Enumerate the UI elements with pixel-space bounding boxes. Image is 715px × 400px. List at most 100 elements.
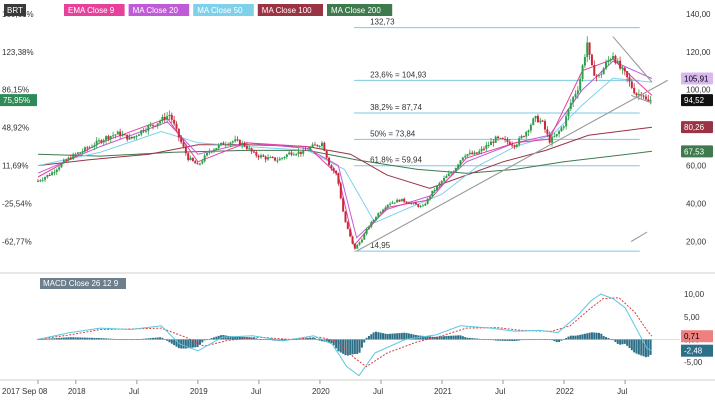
macd-value-tag: [681, 330, 713, 343]
legend-label: MA Close 20: [133, 6, 179, 15]
candle-body: [553, 136, 556, 138]
macd-histogram-bar: [191, 339, 194, 348]
macd-histogram-bar: [234, 336, 237, 340]
macd-histogram-bar: [583, 333, 586, 340]
trendline[interactable]: [630, 94, 653, 104]
candle-body: [581, 65, 584, 80]
candle-body: [447, 173, 450, 177]
candle-body: [466, 154, 469, 157]
candle-body: [353, 243, 356, 249]
trendline[interactable]: [612, 36, 653, 83]
candle-body: [642, 95, 645, 97]
fib-label: 38,2% = 87,74: [370, 103, 422, 112]
candle-body: [222, 142, 225, 145]
trendline[interactable]: [630, 231, 648, 243]
candle-body: [417, 204, 420, 207]
macd-histogram-bar: [421, 335, 424, 340]
candle-body: [349, 228, 352, 237]
macd-histogram-bar: [170, 339, 173, 344]
macd-histogram-bar: [475, 338, 478, 340]
macd-histogram-bar: [518, 339, 521, 341]
macd-histogram-bar: [76, 337, 79, 340]
candle-body: [290, 152, 293, 155]
legend-chip[interactable]: [128, 4, 190, 16]
macd-histogram-bar: [83, 337, 86, 340]
macd-title-chip[interactable]: [40, 278, 126, 289]
macd-histogram-bar: [576, 335, 579, 340]
macd-histogram-bar: [628, 339, 631, 348]
macd-histogram-bar: [400, 332, 403, 340]
candle-body: [464, 156, 467, 158]
macd-histogram-bar: [201, 339, 204, 343]
candle-body: [274, 157, 277, 161]
macd-histogram-bar: [647, 339, 650, 357]
candle-body: [560, 127, 563, 132]
candle-body: [365, 229, 368, 234]
macd-value-tag: [681, 344, 713, 357]
macd-histogram-bar: [67, 337, 70, 340]
macd-histogram-bar: [295, 339, 298, 340]
candle-body: [586, 42, 589, 58]
candle-body: [93, 145, 96, 147]
candle-body: [295, 154, 298, 156]
macd-histogram-bar: [612, 339, 615, 341]
macd-histogram-bar: [562, 339, 565, 340]
candle-body: [227, 144, 230, 146]
fib-label: 132,73: [370, 18, 395, 27]
x-tick-label: 2019: [190, 387, 208, 396]
candle-body: [630, 81, 633, 88]
candle-body: [644, 96, 647, 100]
candle-body: [626, 71, 629, 78]
macd-histogram-bar: [393, 333, 396, 340]
candle-body: [271, 157, 274, 159]
candle-body: [201, 161, 204, 164]
macd-title: MACD Close 26 12 9: [43, 279, 119, 288]
candle-body: [548, 134, 551, 143]
macd-histogram-bar: [269, 339, 272, 341]
legend-chip[interactable]: [327, 4, 393, 16]
candle-body: [637, 94, 640, 96]
x-tick-label: 2018: [68, 387, 86, 396]
macd-histogram-bar: [379, 332, 382, 340]
candle-body: [459, 160, 462, 165]
candle-body: [482, 148, 485, 150]
candle-body: [382, 209, 385, 212]
macd-histogram-bar: [579, 334, 582, 340]
candle-body: [452, 171, 455, 173]
macd-histogram-bar: [257, 339, 260, 340]
candle-body: [321, 142, 324, 147]
macd-histogram-bar: [316, 339, 319, 341]
macd-histogram-bar: [152, 337, 155, 340]
macd-histogram-bar: [46, 338, 49, 340]
macd-histogram-bar: [551, 339, 554, 341]
legend-chip[interactable]: [257, 4, 323, 16]
candle-body: [555, 133, 558, 137]
fibonacci-levels: 132,73 23,6% = 104,93 38,2% = 87,74 50% = 7…: [354, 18, 640, 252]
candle-body: [229, 142, 232, 145]
indicator-legend[interactable]: BRT EMA Close 9 MA Close 20 MA Close 50 MA C…: [4, 4, 393, 16]
macd-histogram-bar: [328, 339, 331, 343]
gridlines: [0, 272, 715, 381]
candle-body: [107, 136, 110, 139]
candle-body: [175, 123, 178, 129]
macd-histogram-bar: [480, 338, 483, 340]
candle-body: [112, 135, 115, 137]
candle-body: [478, 151, 481, 154]
macd-histogram-bar: [79, 337, 82, 340]
candle-body: [283, 157, 286, 159]
legend-chip[interactable]: [64, 4, 125, 16]
trendline[interactable]: [356, 79, 669, 252]
macd-histogram-bar: [534, 339, 537, 340]
candle-body: [513, 145, 516, 147]
candle-body: [497, 136, 500, 139]
macd-histogram-bar: [187, 339, 190, 349]
macd-histogram-bar: [271, 339, 274, 341]
macd-histogram-bar: [109, 338, 112, 340]
candle-body: [424, 203, 427, 206]
candle-body: [39, 180, 42, 182]
candle-body: [562, 126, 565, 128]
symbol-chip[interactable]: [4, 4, 26, 16]
legend-chip[interactable]: [193, 4, 254, 16]
candle-body: [147, 125, 150, 131]
macd-histogram-bar: [112, 338, 115, 340]
